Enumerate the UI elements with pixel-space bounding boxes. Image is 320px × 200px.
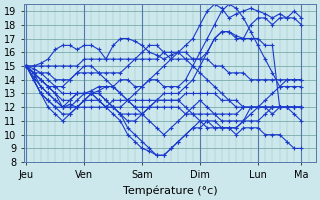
- X-axis label: Température (°c): Température (°c): [123, 185, 217, 196]
